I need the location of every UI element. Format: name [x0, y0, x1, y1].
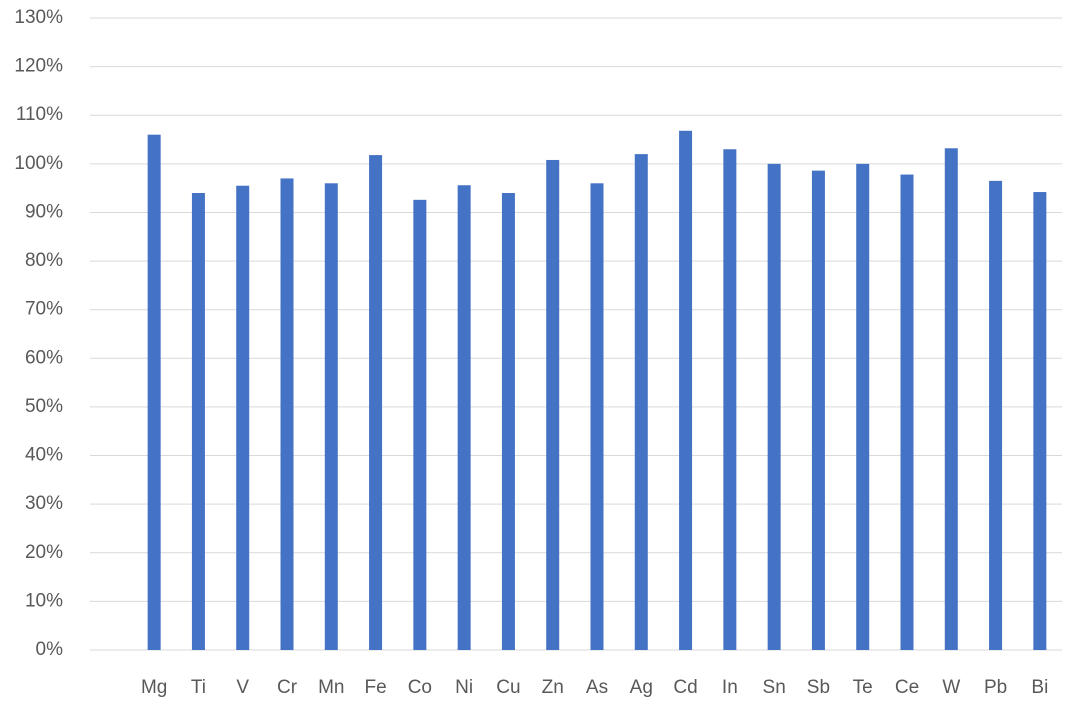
bar — [811, 170, 825, 650]
bar — [457, 185, 471, 650]
bar — [767, 163, 781, 650]
bar — [413, 199, 427, 650]
x-tick-label: Ag — [630, 677, 653, 698]
x-tick-label: Bi — [1031, 677, 1048, 698]
y-tick-label: 10% — [25, 590, 63, 611]
bar — [546, 159, 560, 651]
y-tick-label: 20% — [25, 542, 63, 563]
x-tick-label: Cr — [277, 677, 298, 698]
x-tick-label: Ce — [895, 677, 919, 698]
y-tick-label: 110% — [16, 104, 63, 125]
bar — [900, 174, 914, 650]
bar — [324, 183, 338, 651]
y-tick-label: 120% — [14, 56, 63, 77]
x-tick-label: Mg — [141, 677, 167, 698]
bar — [191, 193, 205, 650]
x-tick-label: Cu — [496, 677, 520, 698]
bar — [236, 185, 250, 650]
bar — [856, 163, 870, 650]
x-tick-label: Zn — [542, 677, 564, 698]
x-tick-label: Sb — [807, 677, 830, 698]
y-tick-label: 80% — [25, 250, 63, 271]
x-tick-label: V — [236, 677, 249, 698]
y-tick-label: 70% — [25, 299, 63, 320]
bar — [501, 193, 515, 650]
bar — [590, 183, 604, 651]
y-tick-label: 50% — [25, 396, 63, 417]
x-tick-label: Te — [853, 677, 873, 698]
y-tick-label: 100% — [14, 153, 63, 174]
x-tick-label: Cd — [673, 677, 697, 698]
y-tick-label: 30% — [25, 493, 63, 514]
bar — [723, 149, 737, 650]
x-tick-label: Pb — [984, 677, 1007, 698]
x-tick-label: Co — [408, 677, 432, 698]
x-tick-label: Mn — [318, 677, 344, 698]
y-tick-label: 40% — [25, 445, 63, 466]
x-tick-label: As — [586, 677, 608, 698]
y-tick-label: 0% — [36, 639, 64, 660]
bar — [147, 134, 161, 650]
x-tick-label: W — [942, 677, 960, 698]
x-tick-label: Fe — [364, 677, 386, 698]
x-tick-label: Sn — [763, 677, 786, 698]
bar — [679, 130, 693, 650]
bar — [1033, 192, 1047, 650]
bar — [280, 178, 294, 650]
y-tick-label: 90% — [25, 201, 63, 222]
bar — [989, 180, 1003, 650]
x-tick-label: In — [722, 677, 738, 698]
bar — [369, 155, 383, 650]
y-tick-label: 60% — [25, 347, 63, 368]
x-tick-label: Ti — [191, 677, 206, 698]
y-tick-label: 130% — [14, 7, 63, 28]
bar — [634, 154, 648, 650]
bar — [944, 148, 958, 650]
x-tick-label: Ni — [455, 677, 473, 698]
